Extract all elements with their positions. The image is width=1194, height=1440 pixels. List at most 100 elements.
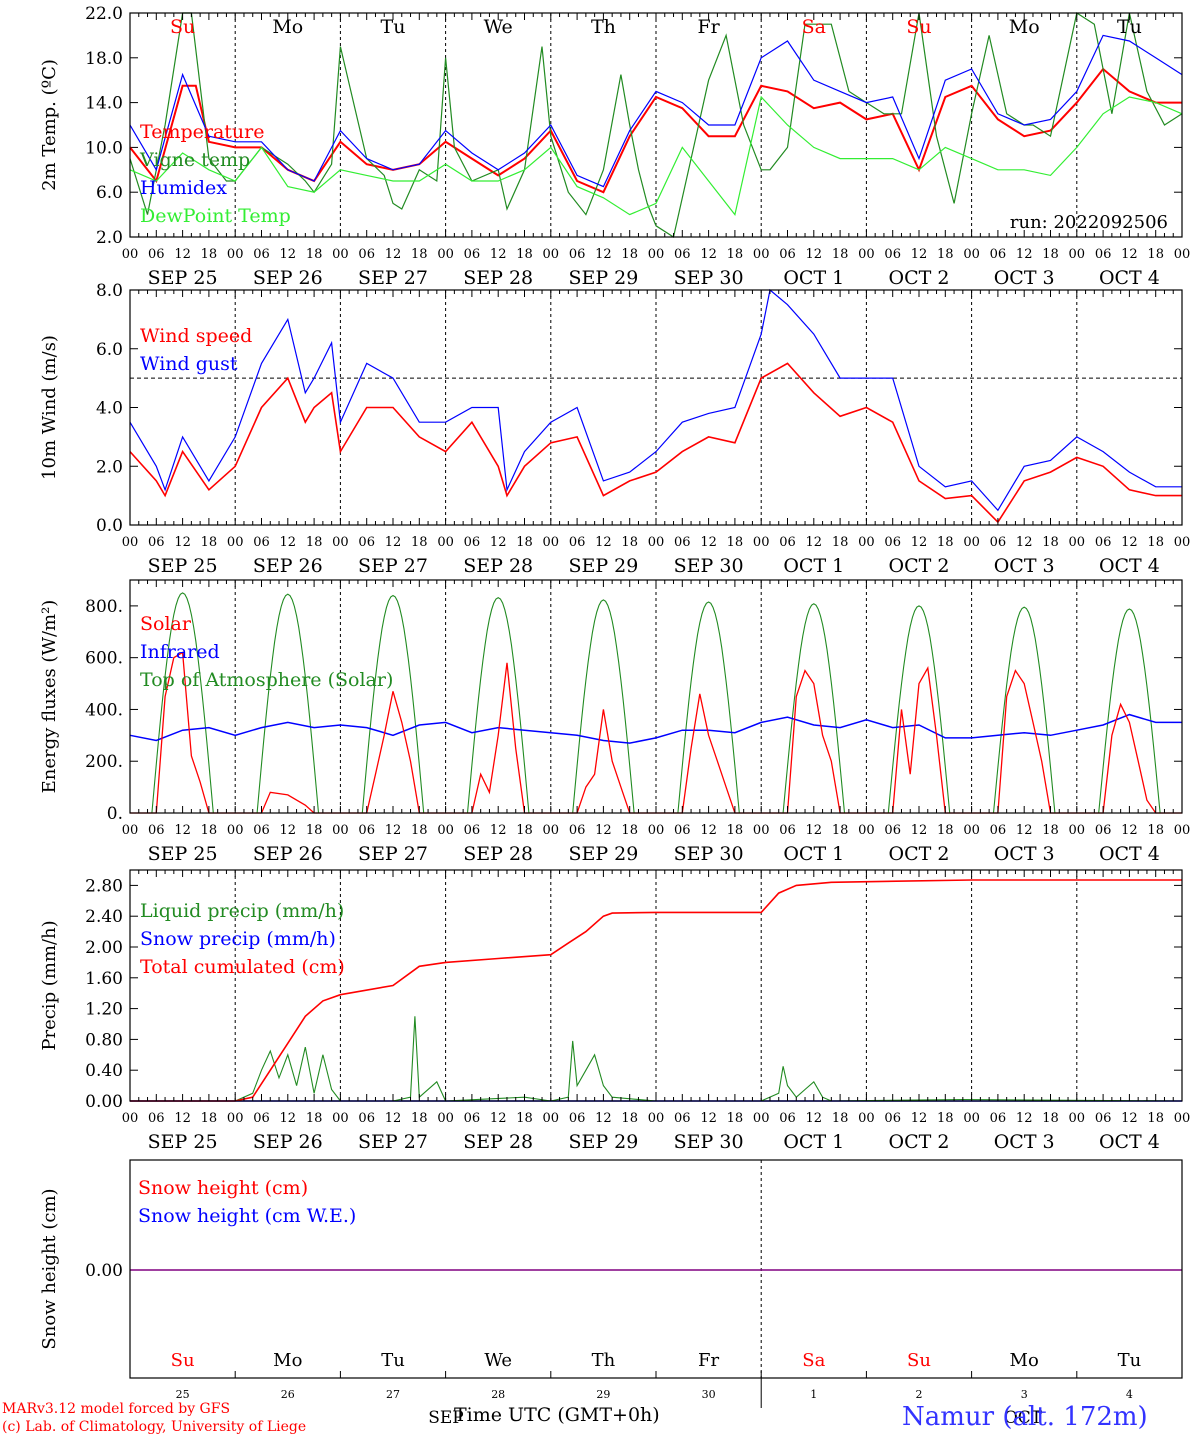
x-hour-label: 06 [990, 247, 1007, 262]
x-day-label: SEP 27 [358, 267, 428, 289]
y-tick-label: 2.00 [85, 938, 123, 958]
x-day-label: OCT 2 [889, 1131, 950, 1153]
snow-panel-frame [129, 1159, 1183, 1379]
x-hour-label: 18 [306, 535, 323, 550]
x-hour-label: 18 [411, 247, 428, 262]
y-tick-label: 1.20 [85, 1000, 123, 1020]
weekday-label: Tu [381, 1350, 405, 1371]
x-hour-label: 00 [332, 535, 349, 550]
x-hour-label: 18 [1147, 247, 1164, 262]
x-hour-label: 00 [1069, 247, 1086, 262]
day-number-label: 3 [1021, 1388, 1028, 1401]
x-hour-label: 00 [1174, 823, 1191, 838]
x-hour-label: 00 [963, 1111, 980, 1126]
x-hour-label: 06 [674, 1111, 691, 1126]
x-hour-label: 00 [963, 535, 980, 550]
x-hour-label: 12 [490, 247, 507, 262]
y-axis-label: Precip (mm/h) [39, 920, 60, 1050]
weekday-label: Sa [802, 16, 826, 38]
day-number-label: 27 [386, 1388, 400, 1401]
x-hour-label: 06 [569, 823, 586, 838]
x-hour-label: 12 [174, 247, 191, 262]
legend-entry: Solar [140, 613, 192, 635]
x-hour-label: 18 [621, 535, 638, 550]
x-hour-label: 00 [543, 535, 560, 550]
weekday-label: Sa [802, 1350, 825, 1371]
legend-entry: Total cumulated (cm) [140, 956, 345, 978]
x-day-label: OCT 4 [1099, 555, 1160, 577]
x-hour-label: 12 [700, 1111, 717, 1126]
x-day-label: SEP 29 [568, 267, 638, 289]
weekday-label: Su [171, 1350, 195, 1371]
x-hour-label: 18 [832, 247, 849, 262]
x-hour-label: 00 [227, 247, 244, 262]
wind-panel-frame [129, 289, 1183, 526]
toa-solar-arc [151, 592, 214, 814]
x-hour-label: 12 [385, 823, 402, 838]
x-hour-label: 18 [937, 247, 954, 262]
x-hour-label: 18 [1147, 1111, 1164, 1126]
x-hour-label: 18 [727, 247, 744, 262]
x-hour-label: 06 [569, 535, 586, 550]
x-hour-label: 06 [779, 1111, 796, 1126]
x-hour-label: 12 [806, 1111, 823, 1126]
x-hour-label: 12 [1121, 823, 1138, 838]
weekday-label: Su [170, 16, 195, 38]
y-axis-label: Snow height (cm) [39, 1188, 60, 1349]
y-tick-label: 8.0 [96, 281, 123, 301]
x-hour-label: 12 [1016, 535, 1033, 550]
x-hour-label: 18 [201, 823, 218, 838]
toa-solar-arc [361, 594, 425, 814]
x-hour-label: 06 [464, 535, 481, 550]
x-hour-label: 12 [1016, 1111, 1033, 1126]
legend-entry: Wind speed [140, 325, 252, 347]
x-hour-label: 00 [648, 823, 665, 838]
x-hour-label: 12 [385, 247, 402, 262]
y-tick-label: 14.0 [85, 94, 123, 114]
x-hour-label: 06 [569, 247, 586, 262]
y-tick-label: 2.0 [96, 228, 123, 248]
x-hour-label: 06 [674, 247, 691, 262]
x-hour-label: 00 [963, 247, 980, 262]
x-hour-label: 00 [437, 247, 454, 262]
x-hour-label: 12 [1016, 823, 1033, 838]
weekday-label: Mo [272, 16, 303, 38]
legend-entry: Wind gust [140, 353, 238, 375]
x-hour-label: 06 [358, 247, 375, 262]
dewpoint-line [129, 95, 1183, 216]
x-hour-label: 06 [990, 535, 1007, 550]
x-hour-label: 00 [122, 823, 139, 838]
x-day-label: SEP 30 [674, 555, 744, 577]
x-hour-label: 12 [174, 823, 191, 838]
legend-entry: Vigne temp [139, 149, 250, 171]
x-hour-label: 12 [490, 535, 507, 550]
x-hour-label: 18 [306, 823, 323, 838]
x-hour-label: 12 [595, 823, 612, 838]
x-hour-label: 00 [648, 247, 665, 262]
y-tick-label: 0.0 [96, 516, 123, 536]
y-axis-label: 10m Wind (m/s) [39, 335, 60, 480]
x-hour-label: 00 [332, 247, 349, 262]
x-hour-label: 18 [727, 823, 744, 838]
x-day-label: OCT 3 [994, 1131, 1055, 1153]
y-tick-label: 2.0 [96, 457, 123, 477]
x-hour-label: 18 [621, 823, 638, 838]
energy-panel-frame [129, 579, 1183, 814]
y-tick-label: 0.80 [85, 1030, 123, 1050]
legend-entry: Humidex [140, 177, 227, 199]
x-day-label: SEP 30 [674, 267, 744, 289]
x-day-label: OCT 1 [783, 555, 844, 577]
x-hour-label: 18 [1147, 535, 1164, 550]
month-label: OCT [1004, 1408, 1043, 1428]
x-hour-label: 00 [437, 823, 454, 838]
x-hour-label: 18 [516, 1111, 533, 1126]
run-annotation: run: 2022092506 [1010, 212, 1168, 233]
footer-credit-lab: (c) Lab. of Climatology, University of L… [2, 1419, 307, 1435]
x-hour-label: 00 [753, 535, 770, 550]
x-hour-label: 06 [358, 823, 375, 838]
footer-credit-model: MARv3.12 model forced by GFS [2, 1401, 231, 1417]
x-hour-label: 18 [411, 535, 428, 550]
y-tick-label: 22.0 [85, 4, 123, 24]
x-hour-label: 00 [122, 247, 139, 262]
